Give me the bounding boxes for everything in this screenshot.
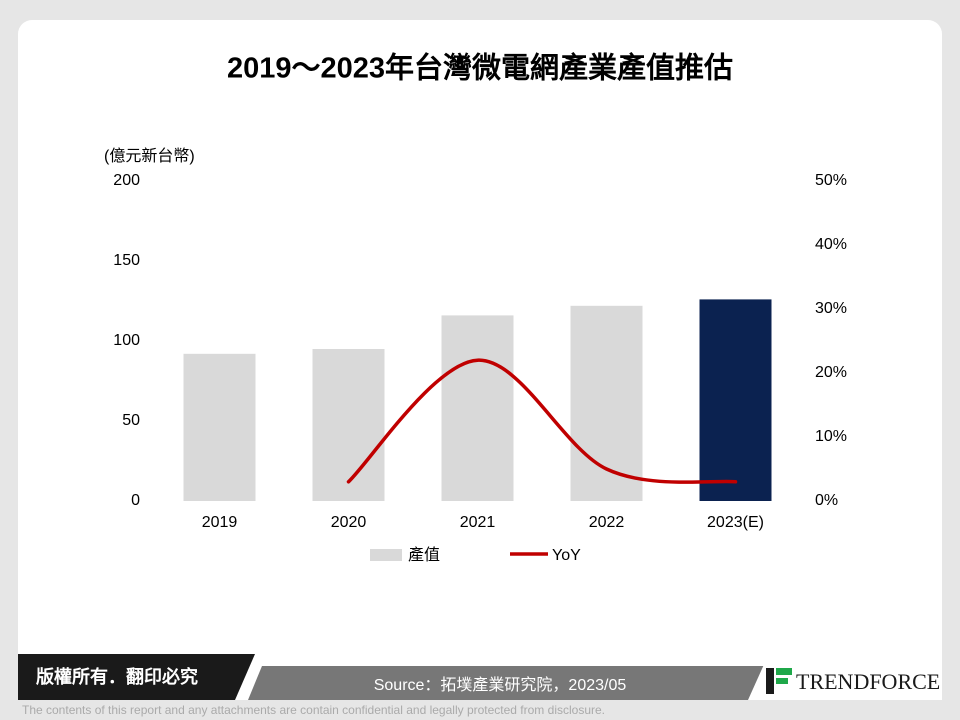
x-tick-label: 2021 [460,514,496,531]
rights-band [18,654,255,700]
x-tick-label: 2020 [331,514,367,531]
source-band [248,666,775,700]
legend-label: YoY [552,547,581,564]
x-tick-label: 2022 [589,514,625,531]
y2-tick-label: 20% [815,364,847,381]
line [346,358,738,484]
bar [183,353,256,501]
y-tick-label: 0 [131,492,140,509]
brand: TRENDFORCE [796,669,940,694]
logo-band [748,640,942,700]
legend-label: 產值 [408,546,440,564]
disclaimer: The contents of this report and any atta… [22,703,605,717]
x-tick-label: 2023(E) [707,514,764,531]
y-axis-label: (億元新台幣) [104,147,195,165]
y2-tick-label: 10% [815,428,847,445]
y-tick-label: 200 [113,172,140,189]
plot: 0 50 100 150 200 0% 10% 20% 30% 40% 50% 2019 2020 202… [113,172,847,564]
y2-tick-label: 0% [815,492,838,509]
y-tick-label: 150 [113,252,140,269]
footer: 版權所有．翻印必究 Source：拓墣產業研究院，2023/05 TRENDFO… [18,640,942,717]
x-tick-label: 2019 [202,514,238,531]
logo-icon [776,678,788,684]
logo-icon [776,668,792,675]
rights-text: 版權所有．翻印必究 [36,666,198,687]
bar [570,305,643,501]
bar [441,315,514,501]
y2-tick-label: 50% [815,172,847,189]
y-tick-label: 50 [122,412,140,429]
y-tick-label: 100 [113,332,140,349]
bar [312,349,385,501]
logo-icon [766,668,774,694]
source-text: Source：拓墣產業研究院，2023/05 [374,676,627,694]
bar [699,299,772,501]
y2-tick-label: 40% [815,236,847,253]
chart-title: 2019～2023年台灣微電網產業產值推估 [227,51,733,85]
legend-swatch [370,549,402,561]
y2-tick-label: 30% [815,300,847,317]
